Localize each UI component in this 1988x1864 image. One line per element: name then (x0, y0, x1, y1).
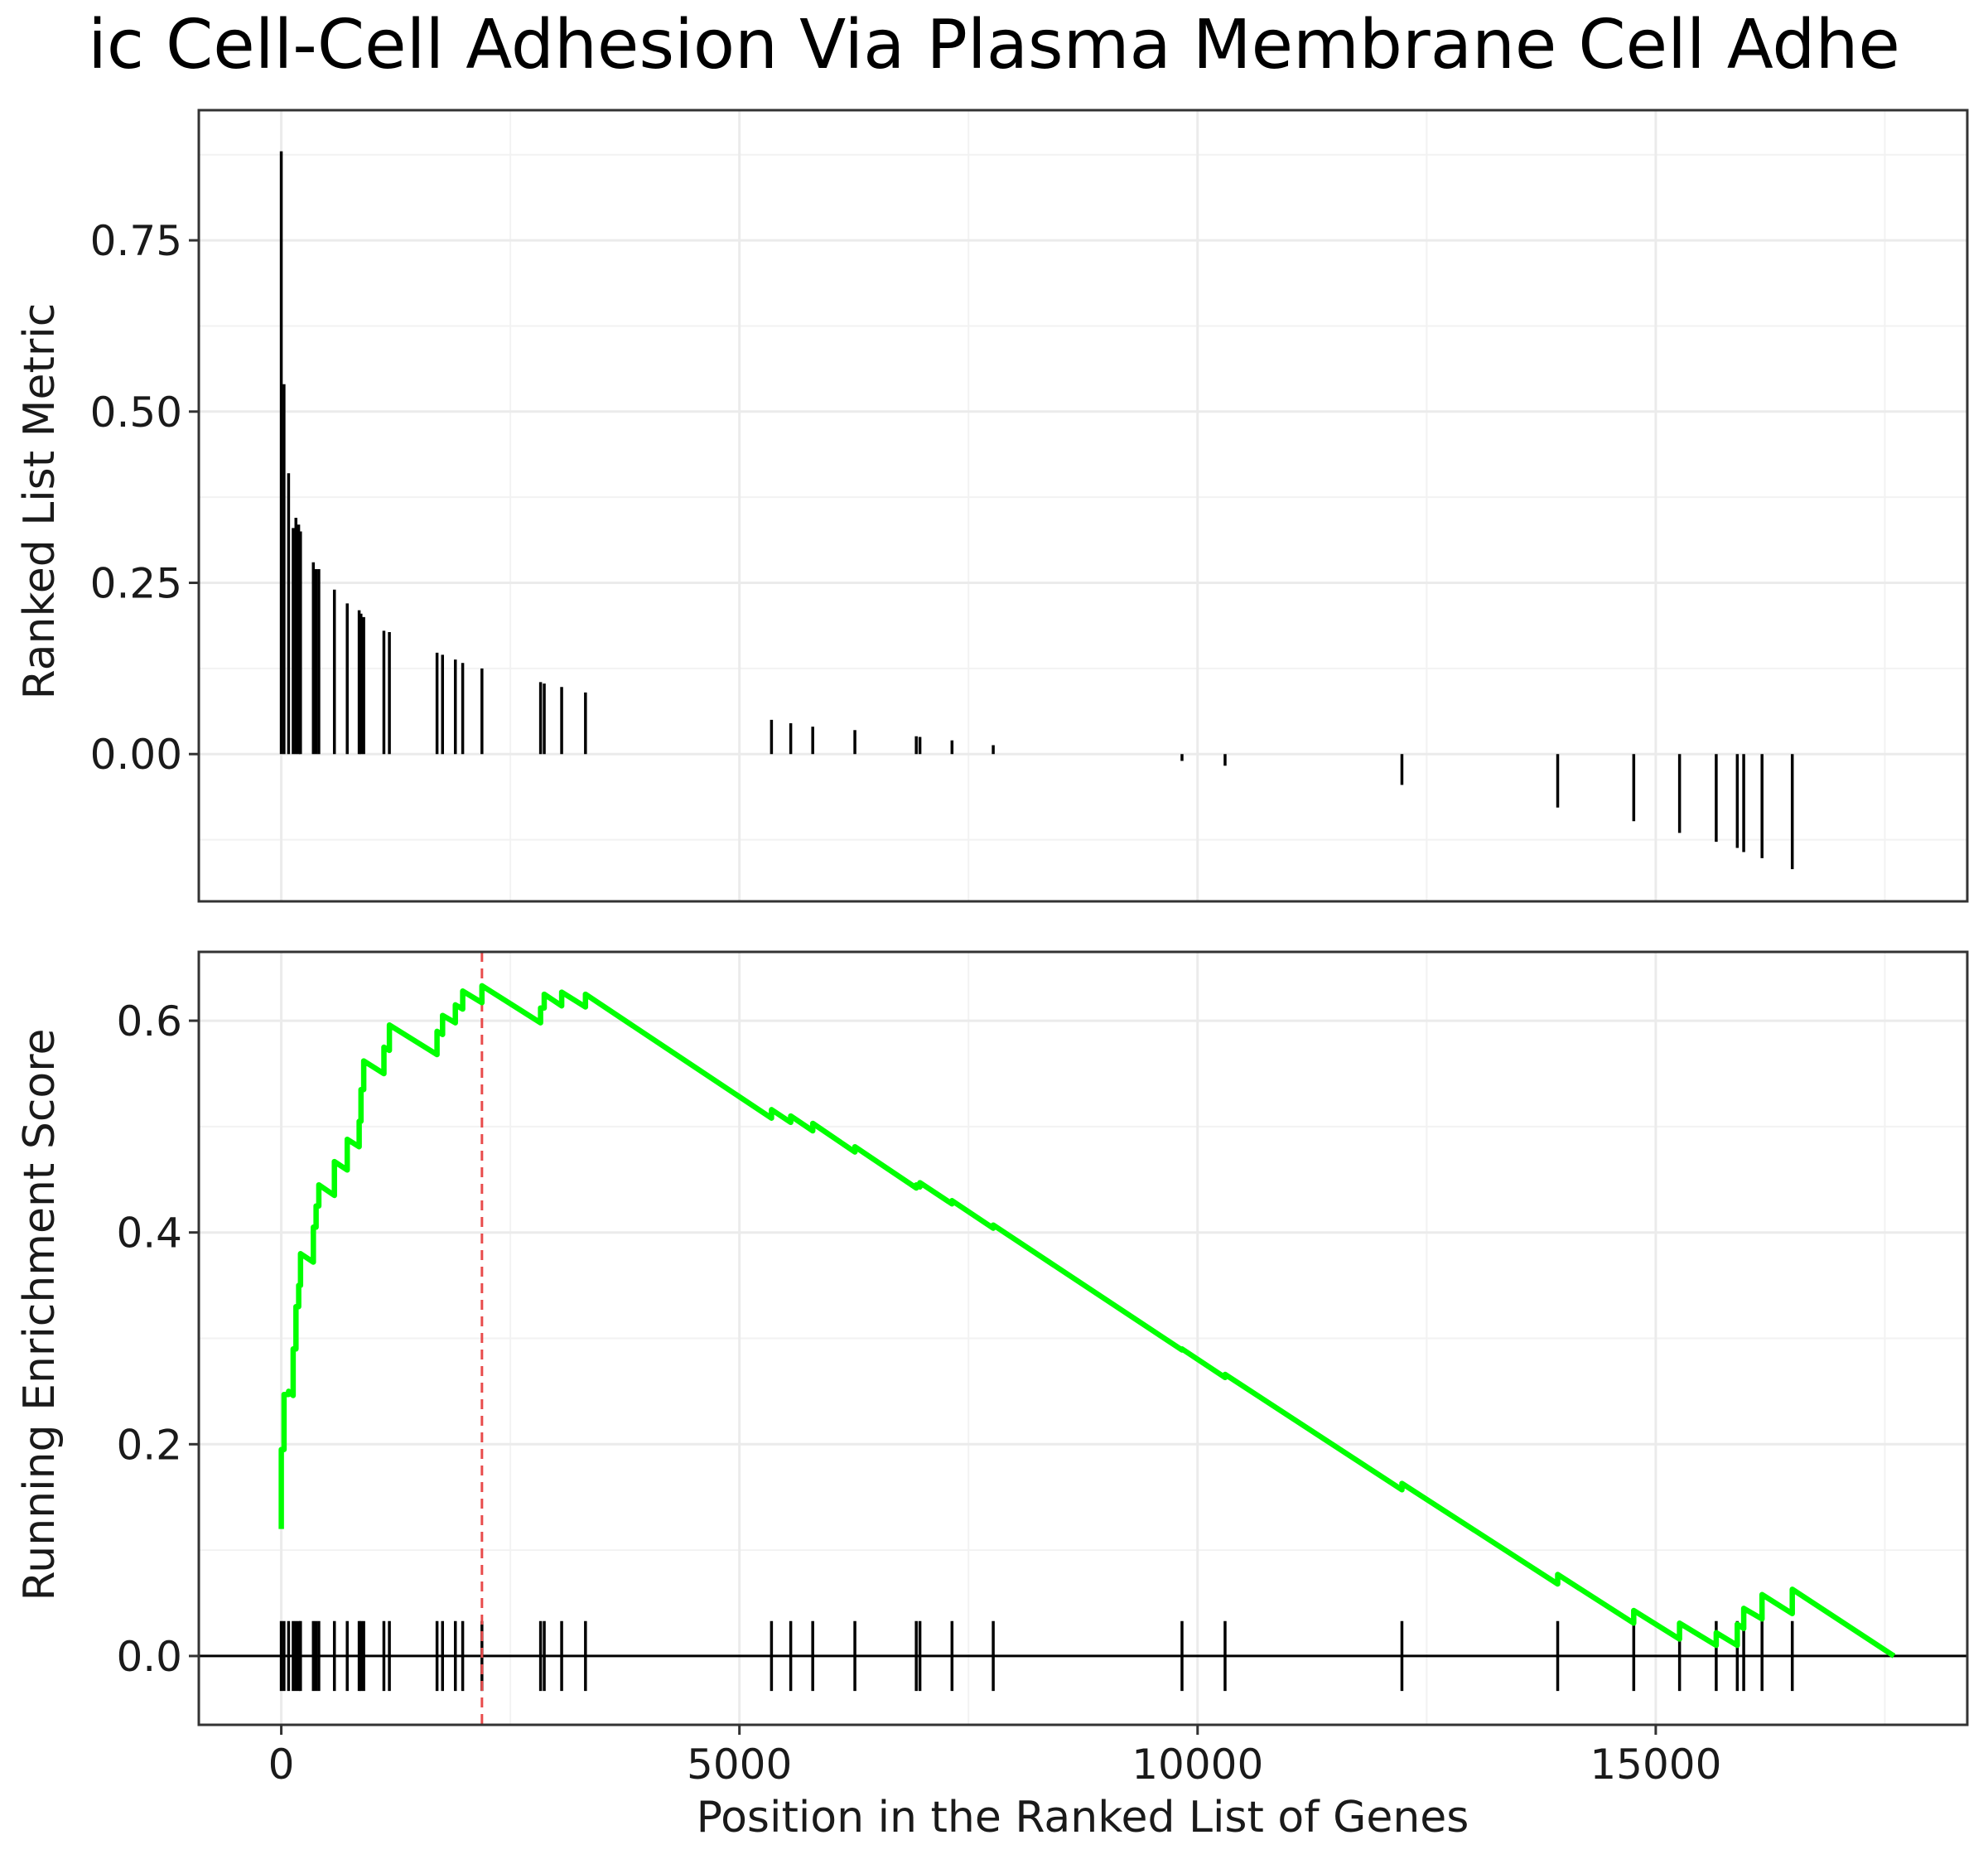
y-axis-title-running-enrichment: Running Enrichment Score (15, 1029, 65, 1601)
y-tick-label: 0.6 (116, 997, 182, 1045)
y-tick-label: 0.75 (90, 217, 182, 265)
ranked-metric-panel: 0.00 0.25 0.50 0.75 (90, 109, 1969, 903)
x-tick-label: 15000 (1590, 1741, 1721, 1789)
y-tick-label: 0.4 (116, 1210, 182, 1258)
panel-border (197, 950, 1969, 1726)
y-tick-label: 0.00 (90, 731, 182, 779)
x-tick-label: 10000 (1132, 1741, 1263, 1789)
running-enrichment-panel: 0.0 0.2 0.4 0.6 (116, 950, 1969, 1726)
y-tick-label: 0.2 (116, 1421, 182, 1469)
x-tick-label: 5000 (687, 1741, 792, 1789)
x-axis: 0 5000 10000 15000 (268, 1725, 1721, 1789)
y-tick-label: 0.50 (90, 389, 182, 437)
panel-border (197, 109, 1969, 903)
x-axis-title: Position in the Ranked List of Genes (697, 1793, 1469, 1842)
enrichment-score-line (278, 983, 1896, 1659)
y-tick-label: 0.25 (90, 560, 182, 608)
y-axis-title-ranked-metric: Ranked List Metric (15, 303, 65, 700)
x-tick-label: 0 (268, 1741, 295, 1789)
y-tick-label: 0.0 (116, 1633, 182, 1681)
chart-title: ic Cell-Cell Adhesion Via Plasma Membran… (88, 6, 1900, 85)
